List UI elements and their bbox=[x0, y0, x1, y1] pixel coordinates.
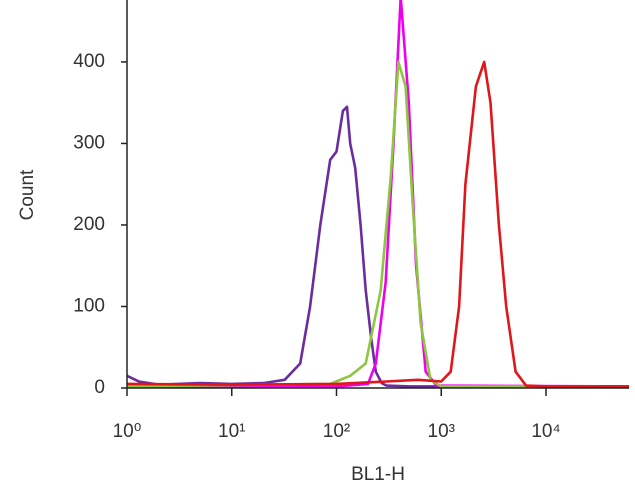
plot-area bbox=[127, 0, 629, 388]
y-tick-label: 300 bbox=[73, 132, 105, 153]
y-tick-label: 0 bbox=[94, 377, 105, 398]
histogram-line bbox=[127, 0, 629, 388]
x-tick-label: 10² bbox=[323, 421, 350, 442]
x-axis-label: BL1-H bbox=[351, 464, 405, 485]
y-tick-label: 400 bbox=[73, 51, 105, 72]
y-axis-label: Count bbox=[17, 169, 38, 220]
x-tick-label: 10³ bbox=[428, 421, 455, 442]
x-tick-label: 10⁰ bbox=[113, 421, 142, 442]
y-tick-label: 200 bbox=[73, 214, 105, 235]
y-tick-label: 100 bbox=[73, 296, 105, 317]
x-tick-label: 10⁴ bbox=[531, 421, 560, 442]
histogram-line bbox=[127, 60, 629, 388]
x-tick-label: 10¹ bbox=[218, 421, 245, 442]
